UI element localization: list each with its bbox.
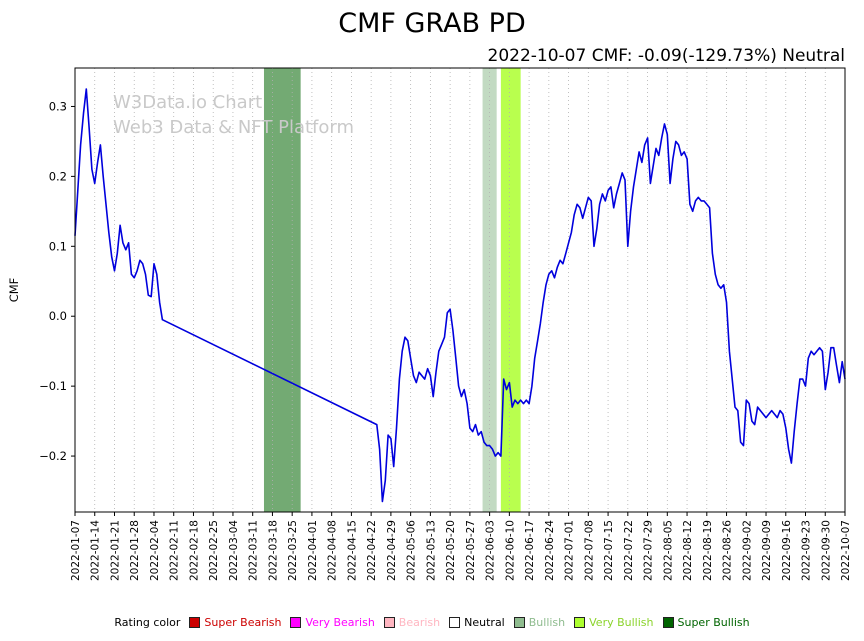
x-tick-label: 2022-07-08 <box>583 520 595 581</box>
x-tick-label: 2022-06-17 <box>524 520 536 581</box>
x-tick-label: 2022-08-26 <box>722 520 734 581</box>
y-tick-label: 0.3 <box>49 99 67 113</box>
x-tick-label: 2022-09-23 <box>801 520 813 581</box>
x-tick-label: 2022-06-24 <box>544 520 556 581</box>
x-tick-label: 2022-09-09 <box>761 520 773 581</box>
x-tick-label: 2022-01-28 <box>129 520 141 581</box>
legend-swatch <box>189 617 201 628</box>
x-tick-label: 2022-06-10 <box>504 520 516 581</box>
y-axis-title: CMF <box>7 278 21 303</box>
x-tick-label: 2022-04-29 <box>386 520 398 581</box>
y-tick-label: −0.2 <box>39 449 67 463</box>
plot-border <box>74 67 846 513</box>
legend-swatch <box>574 617 586 628</box>
x-tick-label: 2022-02-04 <box>149 520 161 581</box>
x-tick-label: 2022-08-12 <box>682 520 694 581</box>
watermark-line1: W3Data.io Chart <box>113 92 262 113</box>
x-tick-label: 2022-10-07 <box>840 520 852 581</box>
x-tick-label: 2022-01-14 <box>90 520 102 581</box>
legend-swatch <box>513 617 525 628</box>
x-tick-label: 2022-07-15 <box>603 520 615 581</box>
x-tick-label: 2022-05-06 <box>406 520 418 581</box>
x-tick-label: 2022-05-20 <box>445 520 457 581</box>
latest-value-subtitle: 2022-10-07 CMF: -0.09(-129.73%) Neutral <box>487 46 846 66</box>
legend-item: Bearish <box>383 616 441 629</box>
x-tick-label: 2022-02-18 <box>188 520 200 581</box>
y-tick-label: 0.2 <box>49 169 67 183</box>
x-tick-label: 2022-06-03 <box>485 520 497 581</box>
x-tick-label: 2022-04-08 <box>327 520 339 581</box>
page-title: CMF GRAB PD <box>338 8 526 39</box>
legend-item: Neutral <box>449 616 505 629</box>
legend-label: Very Bullish <box>589 616 654 629</box>
x-tick-label: 2022-01-07 <box>70 520 82 581</box>
cmf-line-series <box>74 88 846 503</box>
x-tick-label: 2022-03-11 <box>248 520 260 581</box>
legend-label: Bullish <box>528 616 566 629</box>
x-tick-label: 2022-07-29 <box>643 520 655 581</box>
x-tick-label: 2022-03-25 <box>287 520 299 581</box>
y-tick-label: 0.0 <box>49 309 67 323</box>
y-axis: 0.3 0.2 0.1 0.0 −0.1 −0.2 CMF <box>7 99 75 463</box>
rating-band <box>482 68 497 512</box>
legend-item: Bullish <box>513 616 566 629</box>
legend-label: Bearish <box>398 616 441 629</box>
legend-swatch <box>662 617 674 628</box>
x-tick-label: 2022-05-27 <box>465 520 477 581</box>
rating-color-legend: Rating color Super Bearish Very Bearish Be… <box>0 616 864 629</box>
x-tick-label: 2022-09-16 <box>781 520 793 581</box>
legend-swatch <box>449 617 461 628</box>
x-tick-label: 2022-07-22 <box>623 520 635 581</box>
x-axis: 2022-01-07 2022-01-14 2022-01-21 2022-01-28… <box>70 512 852 581</box>
x-tick-label: 2022-09-02 <box>741 520 753 581</box>
x-tick-label: 2022-03-04 <box>228 520 240 581</box>
watermark: W3Data.io Chart Web3 Data & NFT Platform <box>113 92 354 138</box>
x-tick-label: 2022-04-01 <box>307 520 319 581</box>
cmf-line-chart: W3Data.io Chart Web3 Data & NFT Platform 0… <box>7 67 852 581</box>
legend-label: Super Bullish <box>677 616 750 629</box>
x-tick-label: 2022-09-30 <box>820 520 832 581</box>
x-tick-label: 2022-08-05 <box>662 520 674 581</box>
legend-swatch <box>290 617 302 628</box>
x-tick-label: 2022-07-01 <box>564 520 576 581</box>
legend-item: Super Bearish <box>189 616 281 629</box>
y-tick-label: −0.1 <box>39 379 67 393</box>
legend-swatch <box>383 617 395 628</box>
x-tick-label: 2022-03-18 <box>267 520 279 581</box>
x-tick-label: 2022-01-21 <box>109 520 121 581</box>
rating-band <box>263 68 301 512</box>
legend-item: Very Bearish <box>290 616 375 629</box>
y-tick-label: 0.1 <box>49 239 67 253</box>
legend-item: Very Bullish <box>574 616 654 629</box>
x-tick-label: 2022-08-19 <box>702 520 714 581</box>
x-tick-label: 2022-02-11 <box>169 520 181 581</box>
legend-label: Super Bearish <box>204 616 282 629</box>
x-tick-label: 2022-05-13 <box>425 520 437 581</box>
legend-label: Neutral <box>464 616 505 629</box>
x-tick-label: 2022-04-15 <box>346 520 358 581</box>
watermark-line2: Web3 Data & NFT Platform <box>113 117 354 138</box>
x-tick-label: 2022-02-25 <box>208 520 220 581</box>
legend-item: Super Bullish <box>662 616 750 629</box>
x-tick-label: 2022-04-22 <box>366 520 378 581</box>
rating-band <box>500 68 521 512</box>
legend-label: Very Bearish <box>305 616 375 629</box>
legend-title: Rating color <box>114 616 181 629</box>
rating-bands-layer <box>263 68 521 512</box>
